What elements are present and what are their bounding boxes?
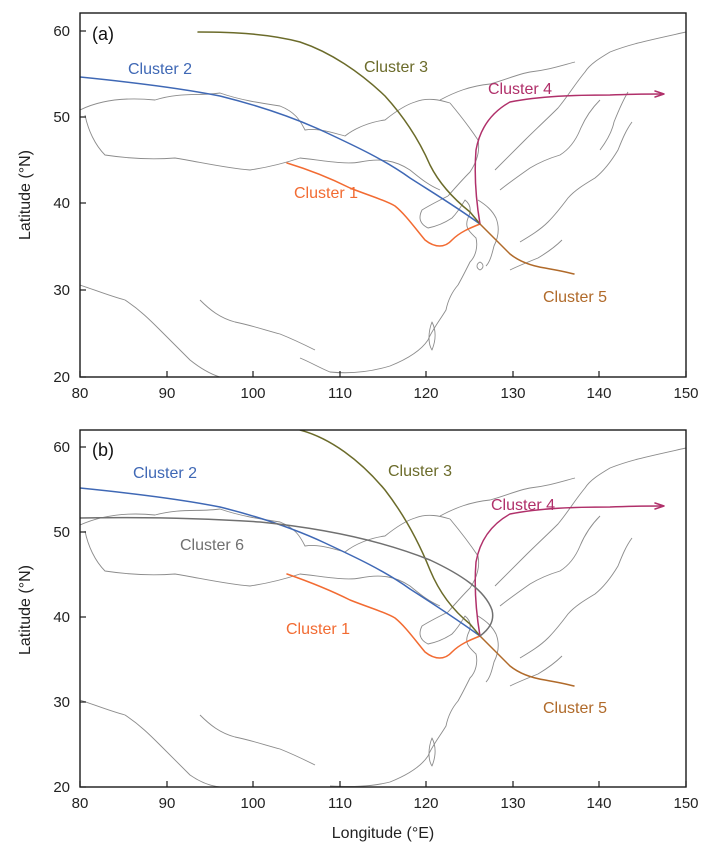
panel-a: Cluster 2 Cluster 3 Cluster 4 Cluster 1 … xyxy=(17,12,699,402)
coastline xyxy=(519,121,633,243)
y-tick-label: 20 xyxy=(53,779,70,796)
map-basemap-b xyxy=(80,447,686,787)
coastline xyxy=(499,99,601,191)
coastline xyxy=(80,699,221,787)
coastline xyxy=(494,447,686,587)
y-tick-label: 30 xyxy=(53,282,70,299)
cluster-5-label: Cluster 5 xyxy=(543,289,607,306)
cluster-6-label: Cluster 6 xyxy=(180,537,244,554)
coastline xyxy=(509,239,563,271)
coastline xyxy=(477,199,499,267)
cluster-5-trajectory xyxy=(479,635,575,687)
x-tick-label: 150 xyxy=(673,385,698,402)
panel-a-label: (a) xyxy=(92,24,114,44)
panel-b-frame xyxy=(79,429,687,788)
border-line xyxy=(84,114,441,191)
cluster-1-trajectory xyxy=(286,573,481,659)
border-line xyxy=(447,102,480,197)
coastline xyxy=(199,299,316,351)
cluster-4-trajectory xyxy=(474,93,663,225)
x-tick-label: 100 xyxy=(240,795,265,812)
x-tick-label: 120 xyxy=(413,385,438,402)
panel-a-frame xyxy=(79,12,687,378)
x-tick-label: 140 xyxy=(586,385,611,402)
cluster-4-label: Cluster 4 xyxy=(491,497,555,514)
x-tick-label: 130 xyxy=(500,385,525,402)
coastline xyxy=(329,611,478,787)
coastline xyxy=(494,31,686,171)
trajectories-a xyxy=(80,31,665,275)
cluster-2-label: Cluster 2 xyxy=(133,465,197,482)
island xyxy=(428,321,436,351)
coastline xyxy=(80,284,221,377)
cluster-4-arrowhead xyxy=(654,90,665,98)
cluster-2-trajectory xyxy=(80,487,481,637)
panel-b-label: (b) xyxy=(92,440,114,460)
x-tick-label: 80 xyxy=(72,385,89,402)
trajectories-b xyxy=(80,430,665,687)
cluster-2-label: Cluster 2 xyxy=(128,61,192,78)
cluster-4-trajectory xyxy=(474,505,663,637)
coastline xyxy=(599,91,629,151)
y-axis-title-a: Latitude (°N) xyxy=(17,150,34,240)
cluster-3-trajectory xyxy=(197,31,481,225)
y-tick-label: 60 xyxy=(53,439,70,456)
y-axis-a: 20 30 40 50 60 xyxy=(53,23,86,386)
x-tick-label: 90 xyxy=(159,385,176,402)
x-axis-a: 80 90 100 110 120 130 140 150 xyxy=(72,371,699,402)
x-tick-label: 100 xyxy=(240,385,265,402)
x-tick-label: 90 xyxy=(159,795,176,812)
y-tick-label: 50 xyxy=(53,109,70,126)
x-axis-title: Longitude (°E) xyxy=(332,825,434,842)
cluster-1-label: Cluster 1 xyxy=(294,185,358,202)
y-tick-label: 60 xyxy=(53,23,70,40)
coastline xyxy=(199,714,316,766)
coastline xyxy=(477,615,499,683)
border-line xyxy=(439,477,576,517)
y-tick-label: 30 xyxy=(53,694,70,711)
x-tick-label: 110 xyxy=(328,795,352,812)
x-tick-label: 120 xyxy=(413,795,438,812)
border-line xyxy=(439,61,576,101)
y-tick-label: 20 xyxy=(53,369,70,386)
island xyxy=(476,261,484,271)
coastline xyxy=(519,537,633,659)
x-axis-b: 80 90 100 110 120 130 140 150 xyxy=(72,781,699,812)
coastline xyxy=(299,195,478,374)
panel-b: Cluster 2 Cluster 3 Cluster 4 Cluster 6 … xyxy=(17,429,699,842)
cluster-1-label: Cluster 1 xyxy=(286,621,350,638)
cluster-3-label: Cluster 3 xyxy=(364,59,428,76)
x-tick-label: 140 xyxy=(586,795,611,812)
coastline xyxy=(499,515,601,607)
cluster-2-trajectory xyxy=(80,76,481,225)
cluster-3-label: Cluster 3 xyxy=(388,463,452,480)
cluster-6-trajectory xyxy=(80,516,494,637)
y-tick-label: 50 xyxy=(53,524,70,541)
x-tick-label: 130 xyxy=(500,795,525,812)
coastline xyxy=(509,655,563,687)
cluster-4-arrowhead xyxy=(654,502,665,510)
y-axis-b: 20 30 40 50 60 xyxy=(53,439,86,796)
border-line xyxy=(447,518,480,613)
map-basemap-a xyxy=(80,31,686,377)
y-tick-label: 40 xyxy=(53,609,70,626)
border-line xyxy=(84,530,441,607)
y-axis-title-b: Latitude (°N) xyxy=(17,565,34,655)
y-tick-label: 40 xyxy=(53,195,70,212)
cluster-3-trajectory xyxy=(299,430,481,637)
cluster-4-label: Cluster 4 xyxy=(488,81,552,98)
x-tick-label: 150 xyxy=(673,795,698,812)
x-tick-label: 110 xyxy=(328,385,352,402)
border-line xyxy=(80,508,451,553)
cluster-5-label: Cluster 5 xyxy=(543,700,607,717)
x-tick-label: 80 xyxy=(72,795,89,812)
cluster-1-trajectory xyxy=(286,162,481,247)
border-line xyxy=(80,92,451,137)
cluster-5-trajectory xyxy=(479,223,575,275)
island xyxy=(428,737,436,767)
